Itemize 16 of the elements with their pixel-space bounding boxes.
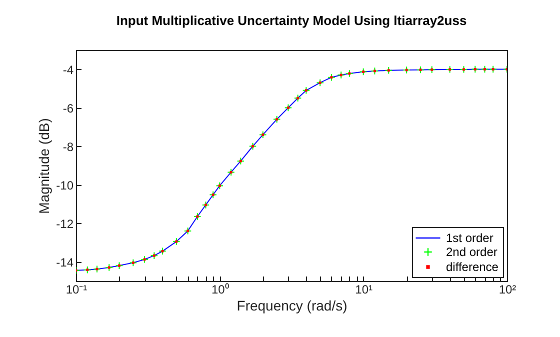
y-tick-label: -12 — [56, 216, 74, 231]
y-tick-label: -6 — [62, 101, 74, 116]
y-tick-label: -8 — [62, 140, 74, 154]
x-tick-label: 10² — [498, 282, 516, 296]
x-tick-label: 10⁻¹ — [66, 282, 88, 296]
x-tick-label: 10⁰ — [211, 282, 229, 296]
x-axis-title: Frequency (rad/s) — [236, 298, 348, 314]
legend-label: difference — [446, 260, 499, 274]
y-tick-label: -14 — [56, 255, 74, 270]
y-tick-label: -4 — [62, 62, 74, 77]
legend-label: 1st order — [446, 231, 494, 245]
legend-label: 2nd order — [446, 245, 498, 259]
y-axis-title: Magnitude (dB) — [36, 118, 52, 214]
chart-title: Input Multiplicative Uncertainty Model Using ltiarray2uss — [116, 13, 467, 28]
y-tick-label: -10 — [56, 178, 74, 192]
x-tick-label: 10¹ — [355, 282, 373, 296]
